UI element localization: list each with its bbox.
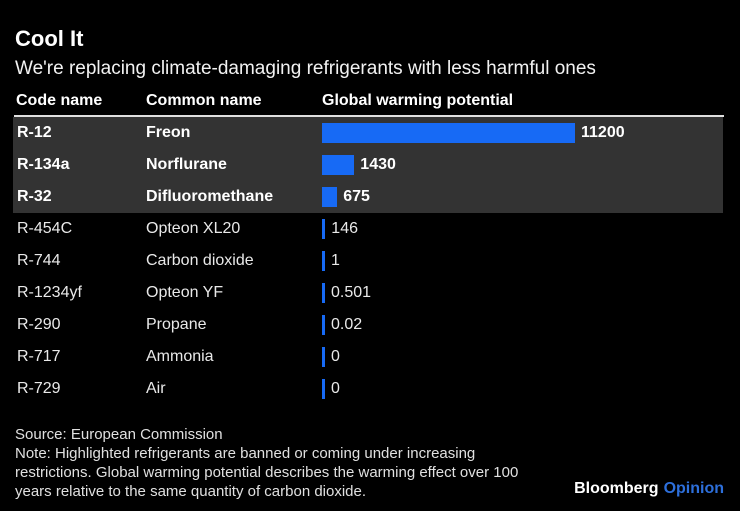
column-header-code-name: Code name [16,92,103,109]
gwp-value-label: 1430 [360,156,396,173]
common-name-cell: Carbon dioxide [146,252,254,269]
table-row: R-134a Norflurane 1430 [13,149,723,181]
common-name-cell: Air [146,380,166,397]
table-row: R-1234yf Opteon YF 0.501 [13,277,723,309]
column-header-common-name: Common name [146,92,262,109]
table-row: R-32 Difluoromethane 675 [13,181,723,213]
gwp-bar [322,187,338,207]
gwp-bar-cell: 146 [322,219,723,239]
code-name-cell: R-729 [17,380,61,397]
refrigerant-table: R-12 Freon 11200 R-134a Norflurane 1430 … [0,117,740,405]
table-row: R-290 Propane 0.02 [13,309,723,341]
table-row: R-454C Opteon XL20 146 [13,213,723,245]
gwp-bar-cell: 0 [322,347,723,367]
footnotes: Source: European Commission Note: Highli… [15,425,740,501]
gwp-bar [322,283,325,303]
gwp-bar-cell: 675 [322,187,723,207]
table-row: R-12 Freon 11200 [13,117,723,149]
chart-subtitle: We're replacing climate-damaging refrige… [15,58,596,79]
gwp-bar [322,251,325,271]
gwp-value-label: 0 [331,380,340,397]
gwp-bar [322,347,325,367]
gwp-bar-cell: 11200 [322,123,723,143]
gwp-value-label: 1 [331,252,340,269]
common-name-cell: Difluoromethane [146,188,274,205]
header-rule [14,115,724,117]
note-line: restrictions. Global warming potential d… [15,464,519,481]
gwp-bar-cell: 0 [322,379,723,399]
common-name-cell: Freon [146,124,191,141]
gwp-value-label: 0 [331,348,340,365]
table-row: R-717 Ammonia 0 [13,341,723,373]
code-name-cell: R-717 [17,348,61,365]
source-line: Source: European Commission [15,426,223,443]
gwp-value-label: 0.501 [331,284,372,301]
gwp-bar [322,123,575,143]
table-row: R-744 Carbon dioxide 1 [13,245,723,277]
gwp-bar-cell: 0.02 [322,315,723,335]
code-name-cell: R-32 [17,188,52,205]
gwp-bar-cell: 1430 [322,155,723,175]
code-name-cell: R-12 [17,124,52,141]
table-row: R-729 Air 0 [13,373,723,405]
gwp-value-label: 675 [343,188,370,205]
note-line: years relative to the same quantity of c… [15,483,367,500]
column-header-global-warming-potential: Global warming potential [322,92,514,109]
gwp-bar [322,315,325,335]
code-name-cell: R-744 [17,252,61,269]
code-name-cell: R-290 [17,316,61,333]
common-name-cell: Norflurane [146,156,227,173]
opinion-wordmark: Opinion [663,480,724,497]
common-name-cell: Opteon YF [146,284,224,301]
gwp-bar-cell: 0.501 [322,283,723,303]
code-name-cell: R-454C [17,220,73,237]
gwp-bar [322,379,325,399]
common-name-cell: Ammonia [146,348,214,365]
gwp-value-label: 0.02 [331,316,363,333]
gwp-value-label: 11200 [581,124,625,141]
chart-title: Cool It [15,26,84,51]
gwp-bar [322,155,355,175]
table-header: Code name Common name Global warming pot… [16,91,740,110]
bloomberg-wordmark: Bloomberg [574,480,659,497]
note-line: Note: Highlighted refrigerants are banne… [15,445,476,462]
code-name-cell: R-134a [17,156,70,173]
bloomberg-opinion-logo: Bloomberg Opinion [574,480,724,498]
gwp-bar-cell: 1 [322,251,723,271]
gwp-value-label: 146 [331,220,358,237]
common-name-cell: Propane [146,316,207,333]
code-name-cell: R-1234yf [17,284,82,301]
gwp-bar [322,219,326,239]
common-name-cell: Opteon XL20 [146,220,241,237]
